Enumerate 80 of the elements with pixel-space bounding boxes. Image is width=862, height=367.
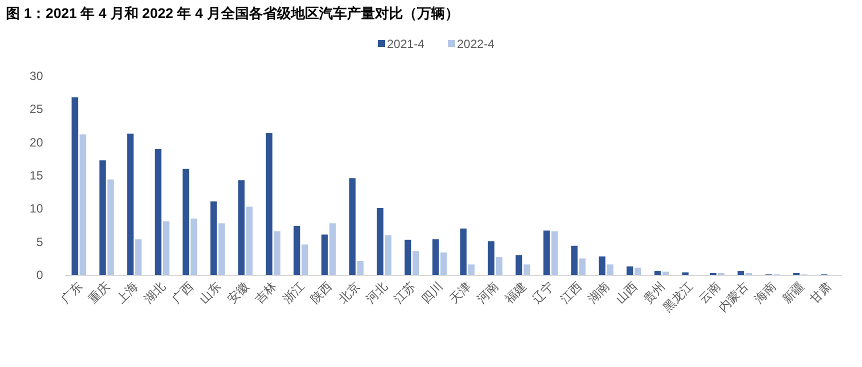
bar [384,235,392,275]
x-tick-label: 山东 [196,279,224,306]
x-tick-label: 海南 [752,279,779,306]
bar [598,256,606,275]
x-tick-label: 江西 [558,279,584,306]
x-tick-label: 四川 [418,279,446,306]
chart-title: 图 1：2021 年 4 月和 2022 年 4 月全国各省级地区汽车产量对比（万辆） [6,5,459,21]
bar [662,272,669,275]
y-tick-label: 5 [36,234,44,249]
bar [440,252,447,275]
bar [210,201,217,275]
x-tick-label: 福建 [502,279,529,306]
x-tick-label: 河北 [363,279,390,306]
x-tick-label: 浙江 [280,279,307,306]
bar [579,258,586,275]
bar [516,255,522,275]
x-tick-label: 河南 [474,279,502,306]
x-tick-label: 吉林 [252,279,280,306]
bar [524,264,530,275]
bar [432,239,439,275]
bar [321,234,328,275]
bar [80,134,86,275]
bar [182,168,190,275]
y-tick-label: 30 [30,69,44,83]
bar [376,208,384,275]
bar [246,206,253,275]
bar [626,266,634,275]
bar [274,231,280,275]
bar [127,134,134,275]
bar [162,221,170,275]
x-tick-label: 山西 [613,279,640,306]
x-tick-label: 新疆 [780,279,806,306]
x-tick-label: 湖南 [585,279,612,306]
bar [135,239,142,275]
bar [329,223,336,275]
bar [468,264,475,275]
bar [496,257,502,275]
x-tick-label: 上海 [114,279,140,306]
x-tick-label: 广东 [58,279,85,306]
bar [72,97,78,275]
bar [738,271,744,275]
bar [349,178,356,275]
y-tick-label: 15 [30,168,44,182]
bar [302,244,308,275]
bar [238,180,245,275]
x-tick-label: 甘肃 [807,279,834,306]
bar [634,268,642,275]
y-tick-label: 10 [30,202,44,216]
bar [404,240,412,275]
x-tick-label: 重庆 [86,279,113,306]
bar [606,264,614,275]
legend-label: 2021-4 [387,37,425,51]
bar [571,246,578,275]
bar [412,251,420,275]
bar [551,231,558,275]
y-tick-label: 25 [30,102,44,116]
x-tick-label: 安徽 [224,279,252,306]
x-tick-label: 辽宁 [530,279,557,306]
bar [99,160,106,275]
bar [190,218,198,275]
bar [154,148,162,275]
y-tick-label: 0 [36,268,44,282]
bar [218,223,225,275]
x-tick-label: 天津 [446,279,474,306]
bar [294,226,300,275]
bar [460,228,467,275]
bar [654,271,661,275]
y-tick-label: 20 [30,135,44,150]
bar [266,133,272,275]
bar [357,261,364,275]
bar [488,241,494,275]
bar [682,272,689,275]
bar [543,230,550,275]
x-tick-label: 北京 [336,279,362,306]
x-tick-label: 湖北 [141,279,168,306]
x-tick-label: 江苏 [391,279,418,306]
legend-label: 2022-4 [457,37,495,51]
x-tick-label: 广西 [169,279,196,306]
x-tick-label: 陕西 [308,279,335,306]
bar [107,179,114,275]
